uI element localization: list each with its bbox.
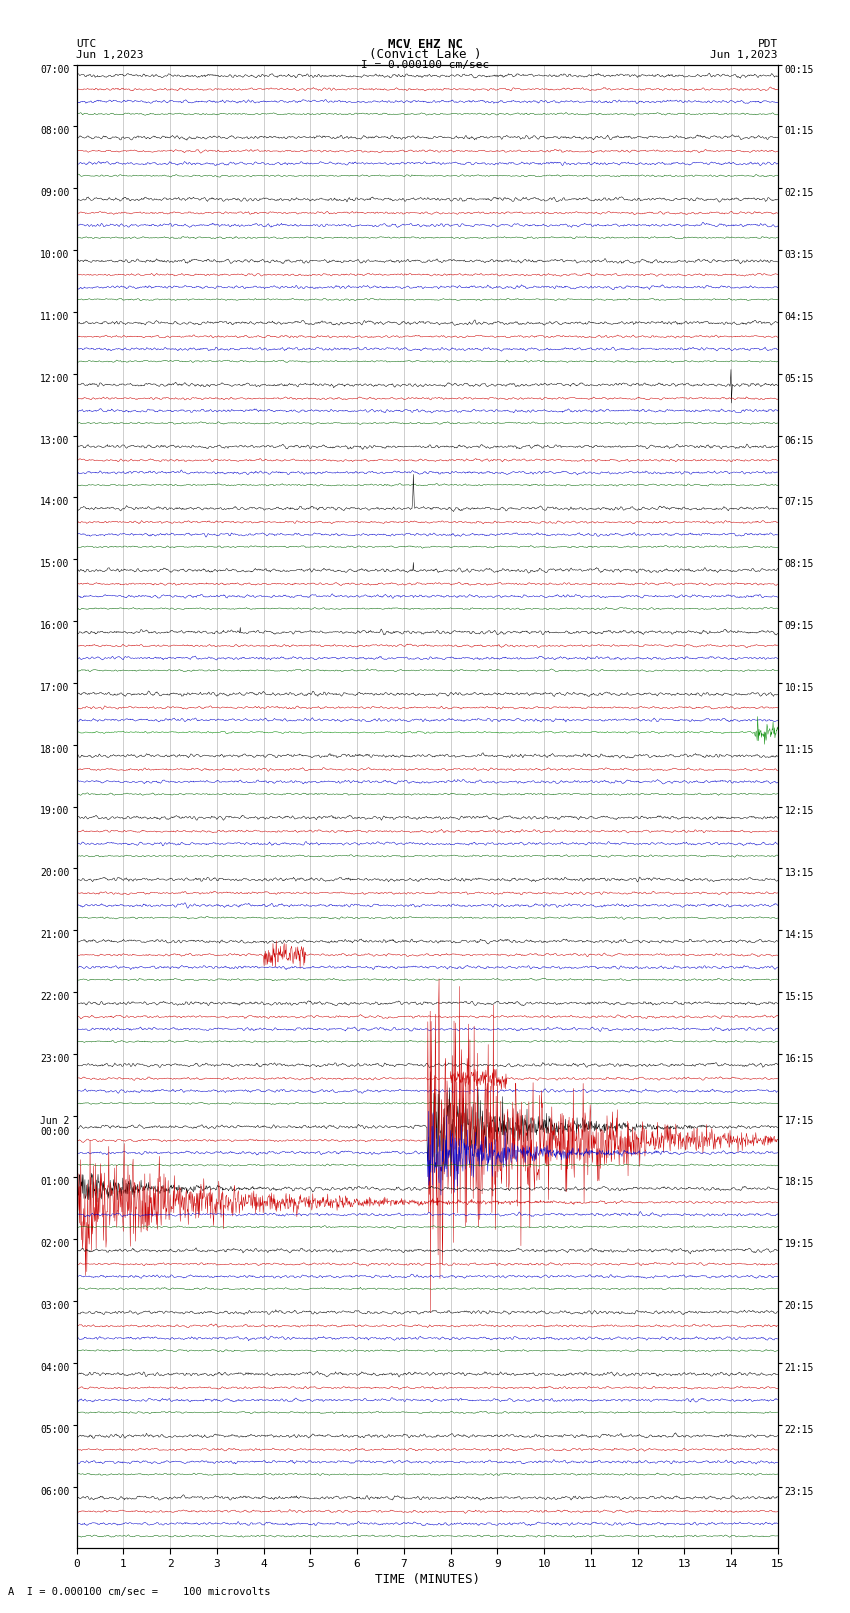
Text: Jun 1,2023: Jun 1,2023 xyxy=(711,50,778,60)
Text: UTC: UTC xyxy=(76,39,97,50)
Text: PDT: PDT xyxy=(757,39,778,50)
Text: (Convict Lake ): (Convict Lake ) xyxy=(369,48,481,61)
Text: Jun 1,2023: Jun 1,2023 xyxy=(76,50,144,60)
Text: A  I = 0.000100 cm/sec =    100 microvolts: A I = 0.000100 cm/sec = 100 microvolts xyxy=(8,1587,271,1597)
Text: I = 0.000100 cm/sec: I = 0.000100 cm/sec xyxy=(361,60,489,71)
Text: MCV EHZ NC: MCV EHZ NC xyxy=(388,37,462,52)
X-axis label: TIME (MINUTES): TIME (MINUTES) xyxy=(375,1573,479,1586)
